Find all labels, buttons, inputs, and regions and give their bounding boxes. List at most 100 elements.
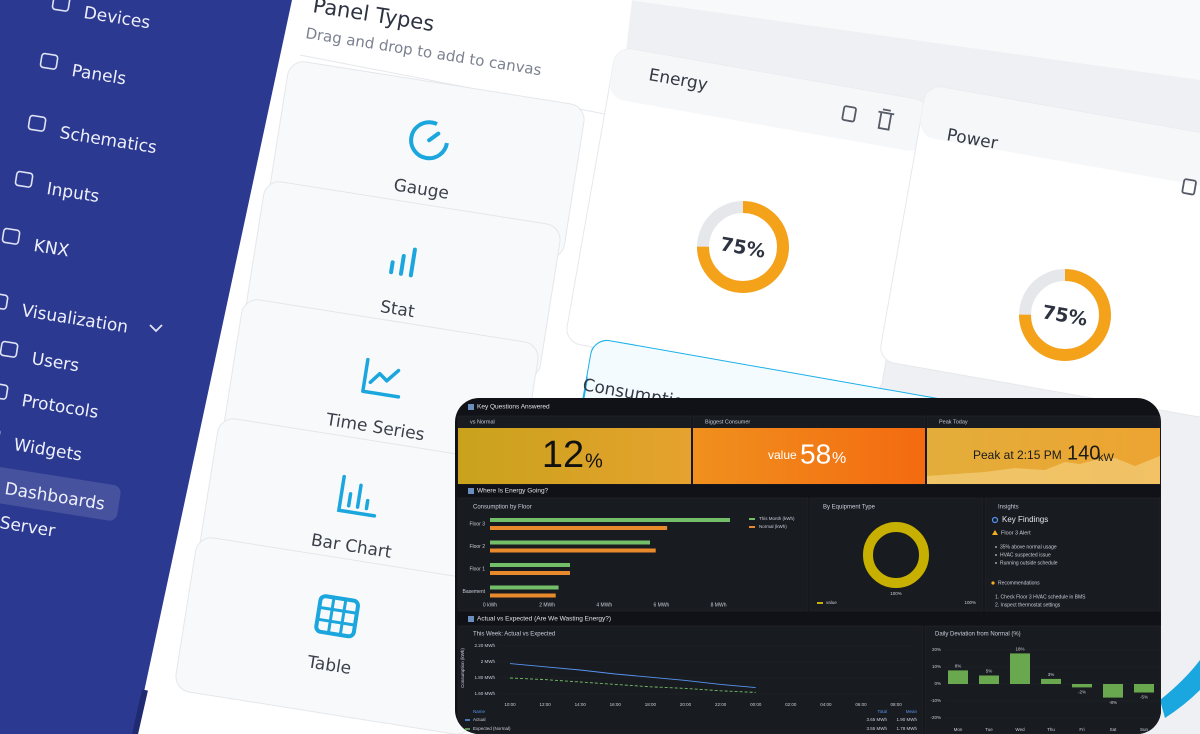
panel-type-card[interactable]: Table	[174, 535, 495, 734]
time-series-icon	[361, 357, 401, 399]
chevron	[149, 324, 163, 333]
bullet-text: Running outside schedule	[1000, 560, 1058, 566]
bar	[490, 563, 570, 567]
donut-segment	[863, 522, 929, 588]
x-tick-label: 14:00	[575, 702, 587, 707]
panel	[457, 497, 809, 612]
stat-icon	[398, 253, 406, 276]
canvas-header	[628, 0, 1200, 80]
stat-title: Biggest Consumer	[705, 419, 750, 425]
donut-label: 100%	[890, 591, 902, 596]
stat-icon	[408, 247, 417, 278]
category-label: Basement	[462, 589, 485, 595]
section-icon	[468, 616, 474, 622]
data-label: 18%	[1015, 647, 1024, 652]
panel	[984, 497, 1161, 612]
y-tick-label: 1.80 MWh	[474, 675, 495, 680]
category-label: Floor 2	[469, 544, 485, 550]
stat-unit: kW	[1098, 452, 1115, 464]
table-icon	[317, 597, 358, 636]
copy-icon[interactable]	[1181, 178, 1197, 196]
data-label: -5%	[1140, 695, 1148, 700]
panel-title: This Week: Actual vs Expected	[473, 632, 555, 638]
nav-icon	[0, 340, 19, 358]
legend-label: value	[826, 600, 837, 605]
dashboard: Key Questions Answered Where Is Energy Go…	[455, 398, 1161, 734]
x-tick-label: 10:00	[504, 702, 516, 707]
nav-icon	[14, 170, 34, 188]
data-label: -2%	[1078, 690, 1086, 695]
x-tick-label: 6 MWh	[654, 602, 670, 608]
bullet-text: HVAC suspected issue	[1000, 552, 1051, 558]
bar	[490, 548, 656, 553]
bar	[490, 518, 730, 522]
y-tick-label: 1.60 MWh	[474, 691, 495, 696]
recommendation: 2. Inspect thermostat settings	[995, 602, 1061, 608]
table-cell: 1.90 MWh	[896, 717, 917, 722]
widget-header	[609, 49, 930, 151]
table-header: Total	[877, 709, 887, 714]
stat-value: 58	[800, 438, 831, 469]
bar	[490, 593, 556, 598]
widget-header	[920, 87, 1200, 193]
table-cell: 3.55 MWh	[866, 726, 887, 731]
table-icon	[314, 594, 360, 639]
bullet	[995, 554, 997, 556]
x-tick-label: 20:00	[680, 702, 692, 707]
x-tick-label: 4 MWh	[596, 602, 612, 608]
stat-value: 140	[1067, 442, 1100, 464]
x-tick-label: 0 kWh	[483, 602, 497, 608]
bar	[490, 585, 559, 590]
series-line	[509, 677, 756, 693]
category-label: Floor 1	[469, 566, 485, 572]
x-tick-label: 06:00	[855, 702, 867, 707]
section-title: Where Is Energy Going?	[477, 488, 549, 495]
bar-chart-icon	[336, 474, 377, 518]
bullet	[995, 562, 997, 564]
sparkline-area	[927, 456, 1160, 484]
x-tick-label: 12:00	[539, 702, 551, 707]
x-tick-label: 2 MWh	[539, 602, 555, 608]
section-icon	[468, 404, 474, 410]
delete-icon[interactable]	[876, 108, 895, 131]
panel	[457, 625, 924, 734]
panel-title: Insights	[998, 505, 1019, 511]
bar	[490, 540, 650, 545]
x-tick-label: Mon	[954, 727, 963, 732]
insights-heading: Key Findings	[1002, 515, 1048, 524]
gauge-arc	[697, 201, 789, 293]
x-tick-label: Fri	[1079, 727, 1084, 732]
section-title: Key Questions Answered	[477, 404, 550, 411]
bar	[1103, 684, 1123, 698]
y-axis-label: Consumption (kWh)	[460, 648, 465, 688]
panel-title: By Equipment Type	[823, 505, 876, 511]
widget[interactable]	[564, 46, 931, 397]
series-line	[509, 663, 756, 689]
panel	[809, 497, 984, 612]
data-label: -8%	[1109, 700, 1117, 705]
stat-prefix: value	[768, 448, 797, 462]
legend-value: 100%	[964, 600, 976, 605]
panel-title: Consumption by Floor	[473, 505, 532, 511]
x-tick-label: 04:00	[820, 702, 832, 707]
legend-label: Actual	[473, 717, 486, 722]
legend-label: Normal (kWh)	[759, 524, 787, 529]
x-tick-label: 22:00	[715, 702, 727, 707]
y-tick-label: 2 MWh	[481, 659, 496, 664]
recommendation: 1. Check Floor 3 HVAC schedule in BMS	[995, 594, 1086, 600]
copy-icon[interactable]	[841, 105, 857, 123]
sidebar	[0, 0, 292, 734]
widget[interactable]	[878, 85, 1200, 420]
warning-icon	[992, 530, 998, 535]
x-tick-label: 18:00	[645, 702, 657, 707]
bar	[948, 670, 968, 684]
y-tick-label: 20%	[932, 647, 941, 652]
stat-fill	[693, 428, 925, 484]
gauge-arc	[1019, 269, 1111, 361]
bar	[979, 675, 999, 684]
bullet-text: 35% above normal usage	[1000, 544, 1057, 550]
bar	[1041, 678, 1061, 684]
stat-title: Peak Today	[939, 419, 968, 425]
data-label: 3%	[1048, 672, 1055, 677]
